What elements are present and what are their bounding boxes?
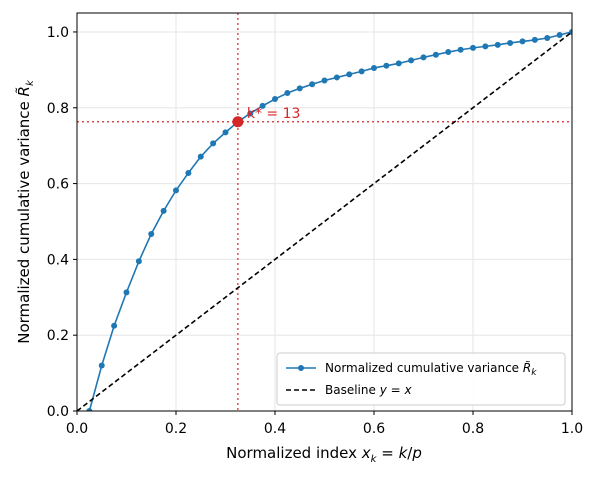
data-point <box>395 60 402 67</box>
data-point <box>482 43 489 50</box>
data-point <box>197 153 204 160</box>
y-tick-label: 0.2 <box>47 328 69 344</box>
data-point <box>259 102 266 109</box>
grid-lines <box>76 13 573 412</box>
data-point <box>371 64 377 71</box>
data-point <box>457 46 464 53</box>
data-point <box>222 129 229 136</box>
data-point <box>432 51 439 58</box>
series-layer <box>77 28 572 411</box>
data-point <box>272 96 278 103</box>
plot-area-frame <box>76 12 573 412</box>
x-tick-label: 0.4 <box>264 421 286 437</box>
x-tick-label: 1.0 <box>561 421 583 437</box>
data-point <box>111 322 118 329</box>
data-point <box>420 54 427 61</box>
data-point <box>296 85 303 92</box>
data-point <box>333 74 340 81</box>
data-point <box>123 289 130 296</box>
data-point <box>321 77 328 84</box>
data-point <box>544 35 551 42</box>
data-point <box>556 31 563 38</box>
x-tick-label: 0.2 <box>165 421 187 437</box>
y-tick-label: 0.4 <box>47 252 69 268</box>
legend: Normalized cumulative variance R̃k Basel… <box>276 352 566 406</box>
data-point <box>408 57 415 64</box>
data-point <box>494 41 501 48</box>
data-point <box>519 38 526 45</box>
data-point <box>135 258 142 265</box>
data-point <box>148 230 155 237</box>
highlight-reference-lines <box>77 13 572 411</box>
data-point <box>358 68 365 75</box>
x-tick-label: 0.0 <box>66 421 88 437</box>
highlight-label: k* = 13 <box>247 106 301 122</box>
axis-ticks: 0.0 0.2 0.4 0.6 0.8 1.0 0.0 0.2 0.4 0.6 0.8 1.0 <box>47 25 583 437</box>
data-point <box>86 408 93 411</box>
data-point <box>507 39 514 46</box>
data-point <box>284 89 291 96</box>
legend-marker-series-1 <box>298 365 304 371</box>
x-tick-label: 0.8 <box>462 421 484 437</box>
data-point <box>445 49 452 56</box>
y-axis-label: Normalized cumulative variance R̃k <box>14 79 36 344</box>
y-tick-label: 0.6 <box>47 177 69 193</box>
data-point <box>98 362 105 369</box>
highlight-point <box>232 116 244 128</box>
x-tick-label: 0.6 <box>363 421 385 437</box>
y-tick-label: 1.0 <box>47 25 69 41</box>
data-point <box>160 207 167 214</box>
data-point <box>210 140 217 147</box>
data-point <box>346 71 353 78</box>
data-point <box>309 81 316 88</box>
data-point <box>173 187 179 194</box>
data-point <box>470 44 476 51</box>
data-point <box>247 110 254 117</box>
legend-box <box>276 352 566 406</box>
highlight-layer: k* = 13 <box>232 106 300 128</box>
legend-label-baseline: Baseline y = x <box>325 383 413 397</box>
y-tick-label: 0.8 <box>47 101 69 117</box>
legend-label-series-1: Normalized cumulative variance R̃k <box>325 361 537 378</box>
data-point <box>185 169 192 176</box>
x-axis-label: Normalized index xk = k/p <box>226 444 422 465</box>
data-point <box>383 62 390 69</box>
data-point <box>531 36 538 43</box>
y-tick-label: 0.0 <box>47 404 69 420</box>
